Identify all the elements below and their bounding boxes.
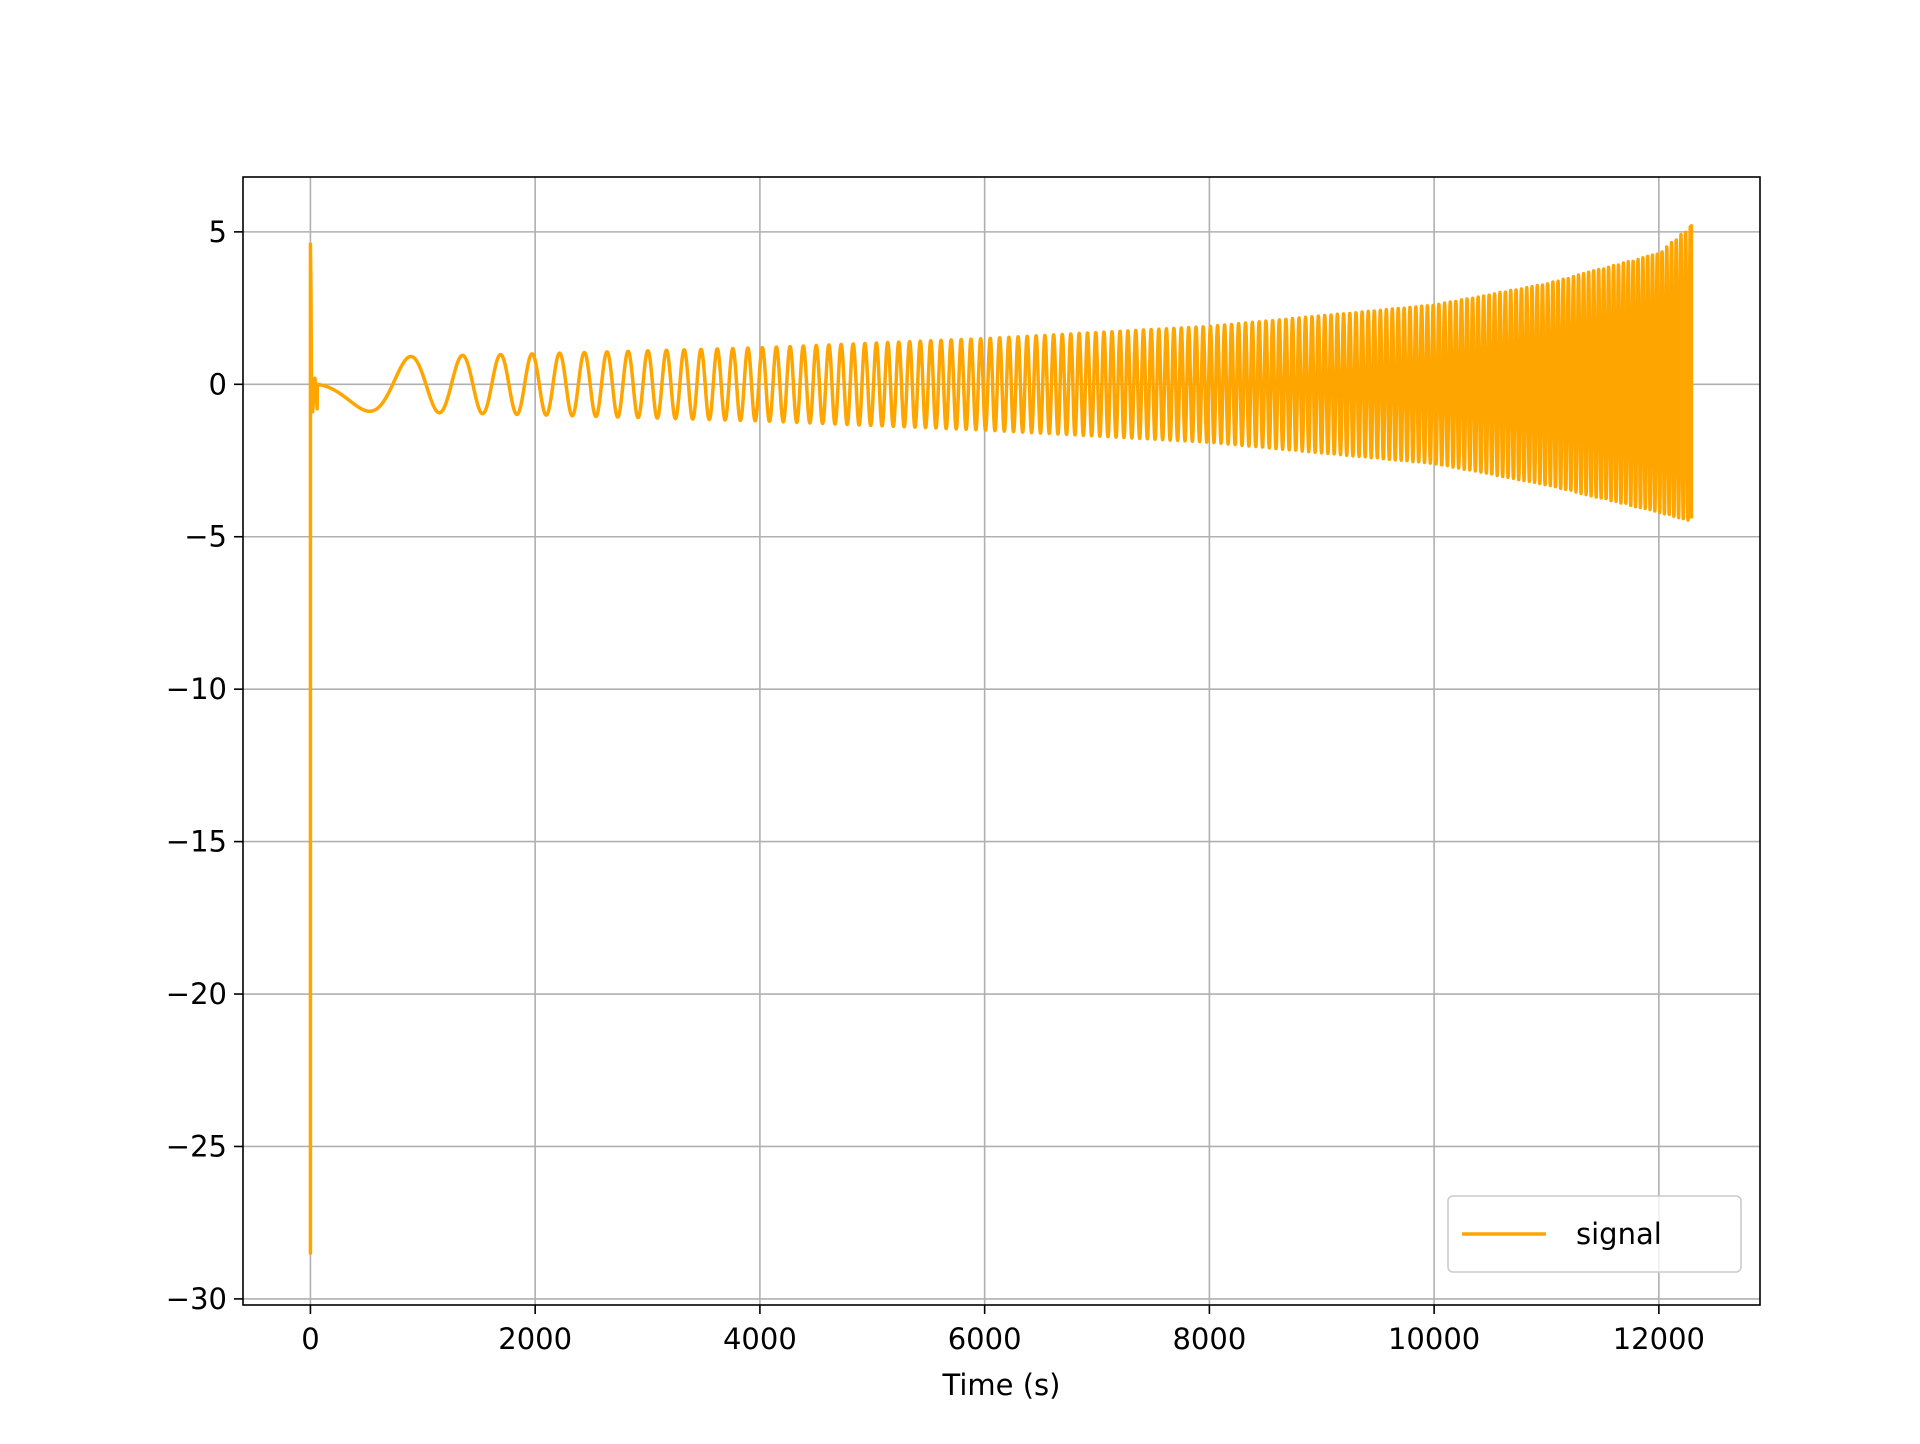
series-layer bbox=[308, 224, 1694, 1255]
y-tick-label: −20 bbox=[166, 977, 227, 1011]
x-tick-label: 8000 bbox=[1172, 1322, 1246, 1356]
y-axis: 5 0 −5 −10 −15 −20 −25 −30 bbox=[166, 215, 243, 1316]
legend-label: signal bbox=[1576, 1217, 1662, 1251]
x-tick-label: 2000 bbox=[498, 1322, 572, 1356]
x-axis: 0 2000 4000 6000 8000 10000 12000 bbox=[301, 1305, 1705, 1356]
y-tick-label: −15 bbox=[166, 825, 227, 859]
plot-frame bbox=[242, 176, 1761, 1306]
y-tick-label: 0 bbox=[209, 367, 227, 401]
x-tick-label: 4000 bbox=[723, 1322, 797, 1356]
y-tick-label: −30 bbox=[166, 1282, 227, 1316]
legend-box bbox=[1447, 1195, 1742, 1273]
x-tick-label: 10000 bbox=[1388, 1322, 1480, 1356]
x-tick-label: 0 bbox=[301, 1322, 319, 1356]
x-tick-label: 6000 bbox=[948, 1322, 1022, 1356]
legend: signal bbox=[1447, 1195, 1742, 1273]
series-line-signal bbox=[308, 224, 1694, 1255]
x-tick-label: 12000 bbox=[1613, 1322, 1705, 1356]
y-tick-label: 5 bbox=[209, 215, 227, 249]
x-axis-label: Time (s) bbox=[942, 1368, 1061, 1402]
y-tick-label: −5 bbox=[184, 520, 227, 554]
y-tick-label: −10 bbox=[166, 672, 227, 706]
y-tick-label: −25 bbox=[166, 1129, 227, 1163]
